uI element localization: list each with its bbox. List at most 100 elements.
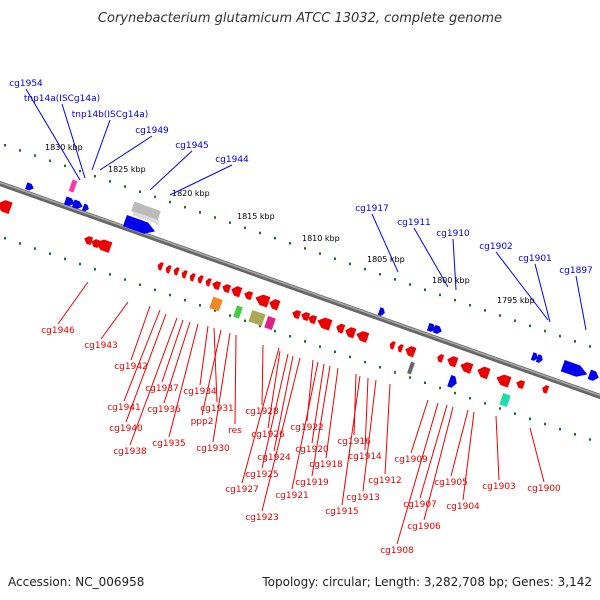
- misc-feature-box: [209, 296, 223, 312]
- gene-label[interactable]: cg1921: [275, 491, 309, 501]
- gene-label[interactable]: cg1909: [394, 455, 428, 465]
- gene-label-connector: [99, 135, 153, 171]
- gene-label[interactable]: cg1919: [295, 478, 329, 488]
- scale-tick: [424, 381, 426, 384]
- gene-label[interactable]: cg1945: [175, 141, 209, 151]
- forward-gene-arrow: [426, 322, 436, 332]
- gene-label-connector: [364, 377, 369, 451]
- misc-feature-box: [407, 361, 415, 375]
- gene-label-connector: [396, 402, 439, 545]
- gene-label-connector: [311, 365, 331, 477]
- gene-label[interactable]: cg1915: [325, 507, 359, 517]
- gene-label[interactable]: cg1906: [407, 522, 441, 532]
- gene-label-connector: [241, 347, 280, 484]
- gene-label[interactable]: cg1949: [135, 126, 169, 136]
- reverse-gene-arrow: [405, 346, 417, 358]
- forward-gene-arrow: [560, 359, 588, 377]
- gene-label[interactable]: cg1905: [434, 478, 468, 488]
- gene-label[interactable]: cg1924: [257, 453, 291, 463]
- gene-label-connector: [149, 150, 193, 191]
- genome-backbone-highlight: [0, 181, 600, 397]
- gene-label[interactable]: tnp14a(ISCg14a): [24, 94, 100, 104]
- gene-label[interactable]: cg1941: [107, 403, 141, 413]
- gene-label[interactable]: cg1928: [245, 407, 279, 417]
- reverse-gene-arrow: [496, 374, 512, 388]
- scale-tick: [214, 309, 216, 312]
- gene-label-connector: [57, 281, 89, 325]
- scale-tick: [229, 314, 231, 317]
- gene-label-connector: [267, 350, 281, 429]
- reverse-gene-arrow: [317, 317, 333, 331]
- gene-label[interactable]: cg1922: [290, 423, 324, 433]
- scale-label: 1820 kbp: [172, 189, 210, 198]
- gene-label[interactable]: cg1911: [397, 218, 431, 228]
- gene-label[interactable]: cg1954: [9, 79, 43, 89]
- gene-label[interactable]: cg1943: [84, 341, 118, 351]
- gene-label[interactable]: cg1908: [380, 546, 414, 556]
- reverse-gene-arrow: [0, 200, 13, 214]
- gene-label[interactable]: tnp14b(ISCg14a): [72, 110, 148, 120]
- gene-label[interactable]: cg1936: [147, 405, 181, 415]
- gene-label[interactable]: cg1940: [109, 424, 143, 434]
- reverse-gene-arrow: [255, 294, 271, 308]
- scale-label: 1825 kbp: [108, 165, 146, 174]
- gene-label[interactable]: cg1946: [41, 326, 75, 336]
- gene-label-connector: [130, 305, 151, 361]
- scale-tick: [454, 391, 456, 395]
- forward-gene-arrow: [432, 324, 442, 334]
- gene-label-connector: [311, 363, 325, 444]
- gene-label-connector: [423, 406, 454, 521]
- scale-tick: [529, 324, 531, 328]
- gene-label[interactable]: cg1925: [245, 470, 279, 480]
- gene-label[interactable]: cg1937: [145, 384, 179, 394]
- forward-gene-arrow: [63, 196, 75, 206]
- scale-tick: [544, 329, 546, 333]
- reverse-gene-arrow: [84, 236, 94, 246]
- gene-label[interactable]: cg1912: [368, 476, 402, 486]
- gene-label-connector: [25, 88, 81, 181]
- gene-label[interactable]: cg1923: [245, 513, 279, 523]
- gene-label[interactable]: cg1930: [196, 444, 230, 454]
- gene-label[interactable]: cg1902: [479, 242, 513, 252]
- gene-label-connector: [419, 404, 448, 499]
- gene-label[interactable]: cg1916: [337, 437, 371, 447]
- scale-tick: [394, 278, 396, 281]
- gene-label[interactable]: cg1901: [518, 254, 552, 264]
- gene-label[interactable]: cg1931: [200, 404, 234, 414]
- gene-label[interactable]: cg1903: [482, 482, 516, 492]
- gene-label[interactable]: cg1907: [403, 500, 437, 510]
- gene-label-connector: [261, 344, 264, 406]
- scale-tick: [64, 257, 66, 261]
- gene-label[interactable]: cg1920: [295, 445, 329, 455]
- gene-label[interactable]: cg1935: [152, 439, 186, 449]
- gene-label-connector: [234, 334, 237, 425]
- gene-label[interactable]: cg1917: [355, 204, 389, 214]
- gene-label[interactable]: cg1934: [183, 387, 217, 397]
- forward-gene-arrow: [71, 199, 83, 209]
- gene-label[interactable]: cg1913: [346, 493, 380, 503]
- gene-label[interactable]: cg1914: [348, 452, 382, 462]
- scale-tick: [439, 293, 441, 297]
- scale-tick: [229, 221, 231, 224]
- gene-label[interactable]: cg1938: [113, 447, 147, 457]
- gene-label[interactable]: res: [228, 426, 242, 436]
- gene-label[interactable]: cg1926: [251, 430, 285, 440]
- topology-label: Topology: circular; Length: 3,282,708 bp…: [261, 575, 592, 589]
- gene-label[interactable]: ppp2: [191, 417, 214, 427]
- gene-label[interactable]: cg1900: [527, 484, 561, 494]
- gene-label[interactable]: cg1904: [446, 502, 480, 512]
- gene-label-connector: [168, 323, 199, 438]
- gene-label[interactable]: cg1897: [559, 266, 593, 276]
- gene-label[interactable]: cg1942: [114, 362, 148, 372]
- scale-tick: [409, 376, 411, 379]
- scale-tick: [499, 407, 501, 410]
- gene-label[interactable]: cg1918: [309, 460, 343, 470]
- gene-label-connector: [529, 427, 545, 483]
- gene-label[interactable]: cg1910: [436, 229, 470, 239]
- gene-label[interactable]: cg1927: [225, 485, 259, 495]
- scale-tick: [154, 288, 156, 292]
- gene-label[interactable]: cg1944: [215, 155, 249, 165]
- scale-tick: [574, 433, 576, 436]
- gene-label-connector: [410, 399, 429, 454]
